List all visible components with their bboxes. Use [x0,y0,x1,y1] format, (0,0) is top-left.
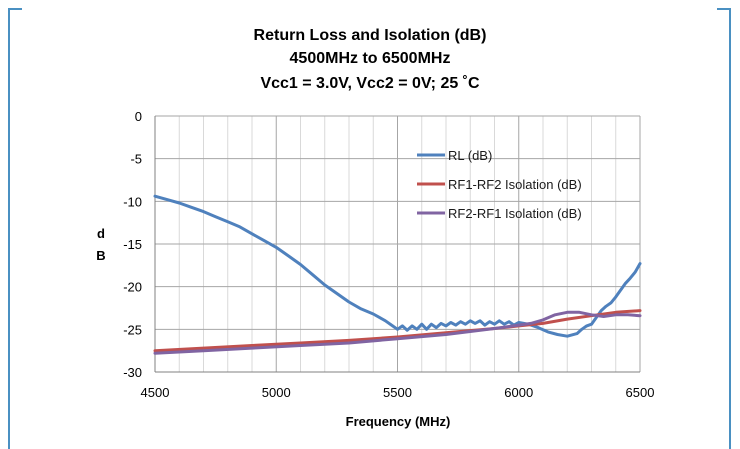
y-axis-label-line-1: d [97,226,105,241]
series-layer [153,194,642,355]
y-axis-label-line-2: B [96,248,105,263]
x-tick-label: 6500 [626,385,655,400]
chart-title-line-3: Vcc1 = 3.0V, Vcc2 = 0V; 25 ˚C [260,75,480,92]
series-line-1 [153,194,642,338]
y-tick-label: -10 [123,194,142,209]
y-tick-label: -30 [123,365,142,380]
series-line-3 [153,310,642,355]
chart-title-line-1: Return Loss and Isolation (dB) [254,27,487,44]
x-tick-label: 5000 [262,385,291,400]
legend-entry-2: RF1-RF2 Isolation (dB) [448,177,582,192]
x-tick-label: 5500 [383,385,412,400]
y-tick-label: -20 [123,280,142,295]
frame-left-border [8,8,10,449]
y-tick-label: -25 [123,322,142,337]
plot-axes [154,116,640,373]
legend-entry-1: RL (dB) [448,148,492,163]
x-axis-label: Frequency (MHz) [346,414,451,429]
x-tick-label: 6000 [504,385,533,400]
frame-top-right-corner [717,8,731,10]
y-tick-label: -5 [130,152,142,167]
x-tick-label: 4500 [141,385,170,400]
frame-top-left-corner [8,8,22,10]
x-tick-labels: 4500 5000 5500 6000 6500 [141,385,655,400]
legend: RL (dB) RF1-RF2 Isolation (dB) RF2-RF1 Iso… [417,148,582,221]
y-tick-label: -15 [123,237,142,252]
y-tick-labels: 0 -5 -10 -15 -20 -25 -30 [123,109,142,380]
legend-entry-3: RF2-RF1 Isolation (dB) [448,206,582,221]
y-tick-label: 0 [135,109,142,124]
chart-title-line-2: 4500MHz to 6500MHz [290,50,451,67]
frame-right-border [729,8,731,449]
